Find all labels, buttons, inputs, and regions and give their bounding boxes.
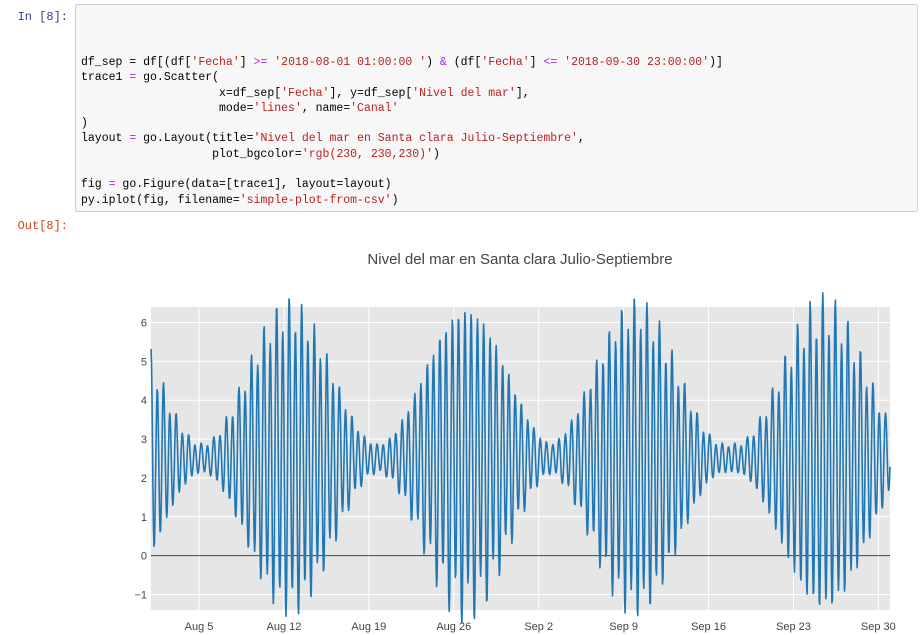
code-token: = xyxy=(129,71,137,85)
code-token: ], y=df_sep[ xyxy=(329,86,413,100)
code-cell-input[interactable]: df_sep = df[(df['Fecha'] >= '2018-08-01 … xyxy=(75,4,918,212)
y-tick-label: 2 xyxy=(141,473,147,485)
code-token: go.Layout(title= xyxy=(136,132,254,146)
code-token: 'Fecha' xyxy=(191,56,240,69)
code-token: , name= xyxy=(301,101,351,115)
code-token: = xyxy=(108,178,116,192)
code-token: )] xyxy=(709,56,723,69)
code-token: >= xyxy=(253,56,268,69)
code-token: 'rgb(230, 230,230)' xyxy=(301,147,433,161)
code-token: ) xyxy=(432,147,440,161)
x-tick-label: Sep 30 xyxy=(861,621,896,633)
code-line: py.iplot(fig, filename='simple-plot-from… xyxy=(81,193,723,208)
code-line: layout = go.Layout(title='Nivel del mar … xyxy=(81,131,723,146)
y-axis-ticks: −1 0 1 2 3 4 5 6 xyxy=(134,318,147,602)
code-token: '2018-08-01 01:00:00 ' xyxy=(274,56,427,69)
x-tick-label: Aug 12 xyxy=(267,621,302,633)
code-token: 'Nivel del mar en Santa clara Julio-Sept… xyxy=(253,132,578,146)
code-token: mode= xyxy=(81,101,254,115)
code-token: df_sep = df[(df[ xyxy=(81,56,192,69)
x-tick-label: Sep 2 xyxy=(524,621,553,633)
x-tick-label: Sep 9 xyxy=(609,621,638,633)
code-token: 'Nivel del mar' xyxy=(412,86,516,100)
code-line: x=df_sep['Fecha'], y=df_sep['Nivel del m… xyxy=(81,86,723,101)
code-line: fig = go.Figure(data=[trace1], layout=la… xyxy=(81,177,723,192)
code-token: 'simple-plot-from-csv' xyxy=(239,193,392,207)
y-tick-label: 0 xyxy=(141,551,147,563)
input-prompt: In [8]: xyxy=(17,10,68,24)
x-tick-label: Sep 23 xyxy=(776,621,811,633)
chart-title: Nivel del mar en Santa clara Julio-Septi… xyxy=(367,251,672,268)
code-token: ) xyxy=(391,193,399,207)
series-layer xyxy=(150,292,891,624)
code-token: plot_bgcolor= xyxy=(81,147,302,161)
code-token: go.Figure(data=[trace1], layout=layout) xyxy=(115,178,392,192)
code-token: 'Fecha' xyxy=(281,86,330,100)
series-line xyxy=(150,292,891,624)
code-token: <= xyxy=(543,56,558,69)
code-line: plot_bgcolor='rgb(230, 230,230)') xyxy=(81,147,723,162)
code-token: layout xyxy=(81,132,130,146)
code-token: ] xyxy=(239,56,254,69)
code-token: ) xyxy=(81,117,88,131)
code-editor[interactable]: df_sep = df[(df['Fecha'] >= '2018-08-01 … xyxy=(81,55,723,208)
y-tick-label: −1 xyxy=(134,589,147,601)
output-prompt: Out[8]: xyxy=(17,219,68,233)
code-token: go.Scatter( xyxy=(136,71,220,85)
code-token: & xyxy=(439,56,447,69)
code-token: , xyxy=(577,132,585,146)
code-token: 'Canal' xyxy=(350,101,399,115)
code-token: fig xyxy=(81,178,109,192)
x-axis-ticks: Aug 5 Aug 12 Aug 19 Aug 26 Sep 2 Sep 9 Sep 16 S… xyxy=(185,621,896,633)
code-token: py.iplot(fig, filename= xyxy=(81,193,240,207)
code-token: ], xyxy=(515,86,530,100)
code-token: 'lines' xyxy=(253,101,302,115)
code-token: '2018-09-30 23:00:00' xyxy=(564,56,710,69)
x-tick-label: Aug 5 xyxy=(185,621,214,633)
y-tick-label: 4 xyxy=(141,395,147,407)
code-token: ) xyxy=(426,56,440,69)
y-tick-label: 5 xyxy=(141,356,147,368)
code-token: trace1 xyxy=(81,71,130,85)
code-token: ] xyxy=(529,56,544,69)
code-token: 'Fecha' xyxy=(481,56,530,69)
y-tick-label: 6 xyxy=(141,318,147,330)
x-tick-label: Aug 26 xyxy=(436,621,471,633)
code-line: trace1 = go.Scatter( xyxy=(81,70,723,85)
code-token: (df[ xyxy=(446,56,482,69)
y-tick-label: 1 xyxy=(141,512,147,524)
code-token: x=df_sep[ xyxy=(81,86,282,100)
code-line: df_sep = df[(df['Fecha'] >= '2018-08-01 … xyxy=(81,55,723,70)
y-tick-label: 3 xyxy=(141,434,147,446)
code-line: mode='lines', name='Canal' xyxy=(81,101,723,116)
x-tick-label: Aug 19 xyxy=(351,621,386,633)
x-tick-label: Sep 16 xyxy=(691,621,726,633)
code-token: = xyxy=(129,132,137,146)
code-line: ) xyxy=(81,116,723,131)
